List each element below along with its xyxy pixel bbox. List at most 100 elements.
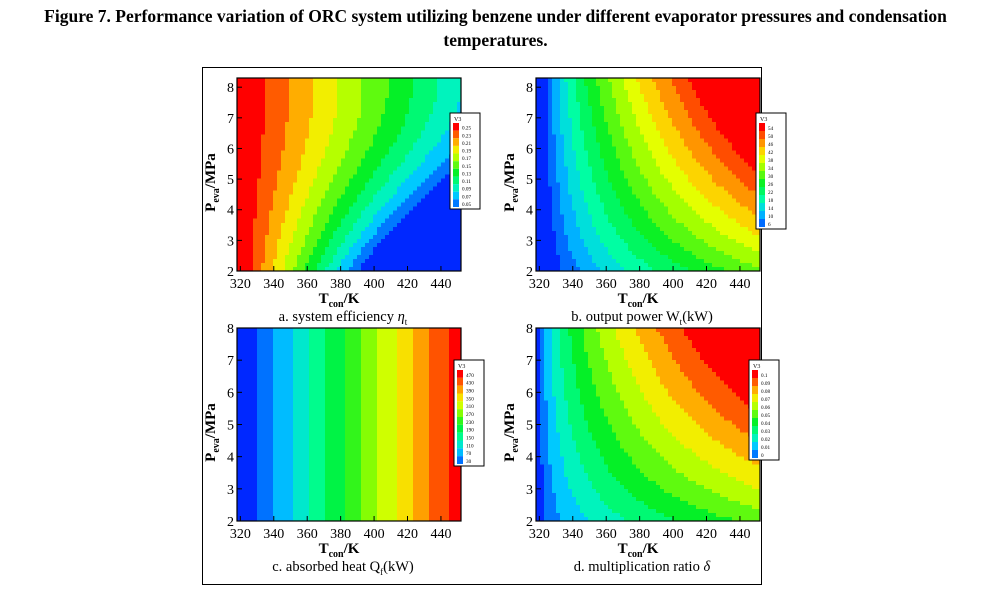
contour-cell bbox=[684, 258, 689, 264]
contour-cell bbox=[309, 82, 314, 87]
contour-cell bbox=[333, 214, 338, 220]
contour-cell bbox=[664, 266, 669, 272]
contour-cell bbox=[313, 226, 318, 232]
contour-cell bbox=[552, 210, 557, 216]
contour-cell bbox=[552, 170, 557, 176]
contour-cell bbox=[281, 178, 286, 184]
contour-cell bbox=[349, 166, 354, 172]
contour-cell bbox=[592, 194, 597, 200]
contour-cell bbox=[716, 190, 721, 196]
contour-cell bbox=[437, 182, 442, 188]
contour-cell bbox=[445, 150, 450, 155]
contour-cell bbox=[409, 222, 414, 228]
contour-cell bbox=[556, 206, 561, 212]
contour-cell bbox=[696, 198, 701, 204]
contour-cell bbox=[293, 222, 298, 228]
contour-cell bbox=[245, 246, 250, 252]
contour-cell bbox=[329, 210, 334, 216]
contour-cell bbox=[373, 194, 378, 200]
contour-cell bbox=[616, 226, 621, 232]
contour-cell bbox=[640, 178, 645, 184]
contour-cell bbox=[632, 162, 637, 168]
contour-cell bbox=[453, 210, 458, 216]
contour-cell bbox=[305, 174, 310, 180]
contour-cell bbox=[401, 130, 406, 135]
contour-cell bbox=[425, 110, 430, 115]
contour-cell bbox=[245, 142, 250, 147]
contour-cell bbox=[349, 234, 354, 240]
contour-cell bbox=[381, 182, 386, 188]
contour-cell bbox=[277, 218, 282, 224]
contour-cell bbox=[293, 158, 298, 164]
contour-cell bbox=[269, 182, 274, 188]
contour-cell bbox=[457, 234, 462, 240]
contour-cell bbox=[273, 142, 278, 147]
contour-cell bbox=[664, 182, 669, 188]
contour-cell bbox=[425, 234, 430, 240]
contour-cell bbox=[333, 122, 338, 127]
contour-cell bbox=[700, 198, 705, 204]
contour-cell bbox=[445, 158, 450, 164]
contour-cell bbox=[241, 246, 246, 252]
contour-cell bbox=[421, 166, 426, 172]
contour-cell bbox=[556, 94, 561, 99]
contour-cell bbox=[632, 118, 637, 123]
contour-cell bbox=[616, 206, 621, 212]
contour-cell bbox=[576, 262, 581, 268]
contour-cell bbox=[405, 130, 410, 135]
contour-cell bbox=[429, 222, 434, 228]
contour-cell bbox=[692, 258, 697, 264]
contour-cell bbox=[409, 178, 414, 184]
contour-cell bbox=[652, 142, 657, 147]
contour-cell bbox=[712, 102, 717, 107]
contour-cell bbox=[249, 182, 254, 188]
contour-cell bbox=[676, 138, 681, 143]
contour-cell bbox=[393, 138, 398, 143]
contour-cell bbox=[457, 262, 462, 268]
contour-cell bbox=[708, 106, 713, 111]
contour-cell bbox=[544, 98, 549, 103]
contour-cell bbox=[644, 214, 649, 220]
contour-cell bbox=[564, 222, 569, 228]
contour-cell bbox=[401, 258, 406, 264]
contour-cell bbox=[544, 86, 549, 91]
contour-cell bbox=[592, 258, 597, 264]
contour-cell bbox=[644, 98, 649, 103]
contour-cell bbox=[552, 106, 557, 111]
contour-cell bbox=[349, 250, 354, 256]
contour-cell bbox=[293, 238, 298, 244]
contour-cell bbox=[584, 182, 589, 188]
contour-cell bbox=[592, 154, 597, 160]
contour-cell bbox=[369, 114, 374, 119]
contour-cell bbox=[257, 202, 262, 208]
contour-cell bbox=[301, 234, 306, 240]
contour-cell bbox=[237, 114, 242, 119]
contour-cell bbox=[417, 110, 422, 115]
contour-cell bbox=[261, 110, 266, 115]
contour-cell bbox=[305, 206, 310, 212]
contour-cell bbox=[377, 146, 382, 151]
contour-cell bbox=[712, 246, 717, 252]
contour-cell bbox=[676, 222, 681, 228]
contour-cell bbox=[425, 198, 430, 204]
contour-cell bbox=[289, 226, 294, 232]
contour-cell bbox=[712, 166, 717, 172]
contour-cell bbox=[648, 86, 653, 91]
contour-cell bbox=[437, 174, 442, 180]
contour-cell bbox=[433, 146, 438, 151]
contour-cell bbox=[361, 142, 366, 147]
contour-cell bbox=[313, 190, 318, 196]
contour-cell bbox=[269, 94, 274, 99]
contour-cell bbox=[321, 238, 326, 244]
contour-cell bbox=[560, 222, 565, 228]
contour-cell bbox=[540, 102, 545, 107]
contour-cell bbox=[660, 126, 665, 131]
contour-cell bbox=[433, 182, 438, 188]
contour-cell bbox=[421, 150, 426, 155]
contour-cell bbox=[628, 86, 633, 91]
contour-cell bbox=[253, 78, 258, 83]
contour-cell bbox=[672, 258, 677, 264]
contour-cell bbox=[688, 178, 693, 184]
contour-cell bbox=[357, 90, 362, 95]
contour-cell bbox=[241, 150, 246, 155]
